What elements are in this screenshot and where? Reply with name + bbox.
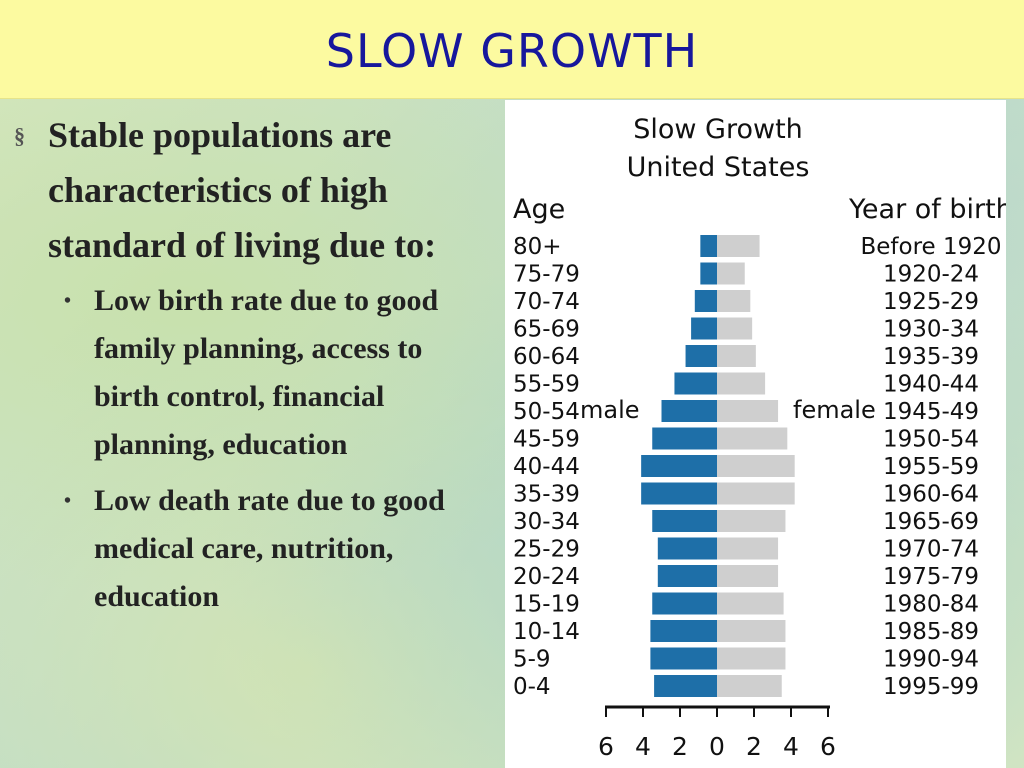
male-bar	[641, 455, 717, 477]
slide-title: SLOW GROWTH	[325, 24, 699, 78]
sub-bullet-text: Low death rate due to good medical care,…	[94, 484, 445, 613]
chart-title: Slow Growth	[633, 114, 803, 145]
male-label: male	[580, 396, 640, 424]
age-label: 10-14	[513, 619, 580, 645]
male-bar	[700, 262, 717, 285]
male-bar	[654, 675, 717, 697]
x-tick-label: 2	[746, 732, 762, 761]
female-bar	[717, 455, 795, 477]
age-label: 45-59	[513, 427, 580, 453]
female-bar	[717, 565, 779, 587]
dot-bullet-icon: •	[64, 490, 72, 512]
male-bar	[694, 290, 717, 312]
sub-bullet-text: Low birth rate due to good family planni…	[94, 284, 439, 461]
birth-year-label: 1930-34	[883, 317, 979, 343]
female-bar	[717, 675, 782, 697]
birth-year-label: 1945-49	[883, 399, 979, 425]
age-label: 15-19	[513, 592, 580, 618]
square-bullet-icon: §	[14, 123, 25, 148]
age-label: 0-4	[513, 674, 551, 700]
x-tick-label: 4	[635, 732, 651, 761]
birth-year-label: 1940-44	[883, 372, 979, 398]
x-tick-label: 6	[598, 732, 614, 761]
female-bar	[717, 290, 751, 312]
male-bar	[652, 510, 717, 532]
birth-year-label: 1980-84	[883, 592, 979, 618]
birth-year-label: 1925-29	[883, 289, 979, 315]
female-bar	[717, 537, 779, 560]
male-bar	[650, 620, 717, 642]
age-label: 60-64	[513, 344, 580, 370]
male-bar	[661, 400, 717, 422]
age-label: 65-69	[513, 317, 580, 343]
birth-year-label: 1990-94	[883, 647, 979, 673]
female-bar	[717, 510, 786, 532]
bullet-item: § Stable populations are characteristics…	[14, 108, 494, 273]
sub-bullet-item: • Low birth rate due to good family plan…	[64, 277, 489, 469]
female-bar	[717, 235, 760, 257]
female-bar	[717, 400, 779, 422]
male-bar	[657, 537, 717, 560]
age-label: 25-29	[513, 537, 580, 563]
age-label: 75-79	[513, 262, 580, 288]
birth-year-label: 1935-39	[883, 344, 979, 370]
population-pyramid-chart: Slow Growth United States Age Year of bi…	[505, 100, 1006, 768]
chart-svg: Slow Growth United States Age Year of bi…	[513, 114, 1006, 761]
dot-bullet-icon: •	[64, 290, 72, 312]
female-bar	[717, 427, 788, 450]
female-bar	[717, 345, 756, 367]
age-label: 30-34	[513, 509, 580, 535]
age-label: 70-74	[513, 289, 580, 315]
x-tick-label: 6	[820, 732, 836, 761]
birth-year-label: 1920-24	[883, 262, 979, 288]
bullet-text: Stable populations are characteristics o…	[48, 115, 437, 265]
birth-year-label: 1965-69	[883, 509, 979, 535]
male-bar	[641, 482, 717, 505]
x-tick-label: 2	[672, 732, 688, 761]
bullet-list: § Stable populations are characteristics…	[14, 108, 494, 621]
sub-bullet-item: • Low death rate due to good medical car…	[64, 477, 489, 621]
male-bar	[700, 235, 717, 257]
birth-year-label: 1995-99	[883, 674, 979, 700]
female-bar	[717, 620, 786, 642]
female-bar	[717, 372, 766, 395]
birth-year-label: 1985-89	[883, 619, 979, 645]
female-bar	[717, 592, 784, 615]
female-bar	[717, 262, 745, 285]
age-label: 40-44	[513, 454, 580, 480]
age-label: 35-39	[513, 482, 580, 508]
male-bar	[652, 427, 717, 450]
male-bar	[685, 345, 717, 367]
title-bar: SLOW GROWTH	[0, 0, 1024, 99]
chart-subtitle: United States	[627, 152, 810, 183]
female-bar	[717, 647, 786, 670]
female-label: female	[793, 396, 876, 424]
birth-year-label: 1955-59	[883, 454, 979, 480]
age-header: Age	[513, 194, 565, 225]
birth-year-label: 1950-54	[883, 427, 979, 453]
male-bar	[674, 372, 717, 395]
male-bar	[691, 317, 717, 340]
birth-year-label: 1960-64	[883, 482, 979, 508]
x-tick-label: 4	[783, 732, 799, 761]
x-tick-label: 0	[709, 732, 725, 761]
female-bar	[717, 482, 795, 505]
male-bar	[652, 592, 717, 615]
female-bar	[717, 317, 753, 340]
male-bar	[650, 647, 717, 670]
age-label: 20-24	[513, 564, 580, 590]
year-of-birth-header: Year of birth	[848, 194, 1006, 225]
age-label: 50-54	[513, 399, 580, 425]
male-bar	[657, 565, 717, 587]
birth-year-label: 1975-79	[883, 564, 979, 590]
age-label: 5-9	[513, 647, 551, 673]
birth-year-label: Before 1920	[860, 234, 1001, 260]
birth-year-label: 1970-74	[883, 537, 979, 563]
age-label: 55-59	[513, 372, 580, 398]
age-label: 80+	[513, 234, 562, 260]
